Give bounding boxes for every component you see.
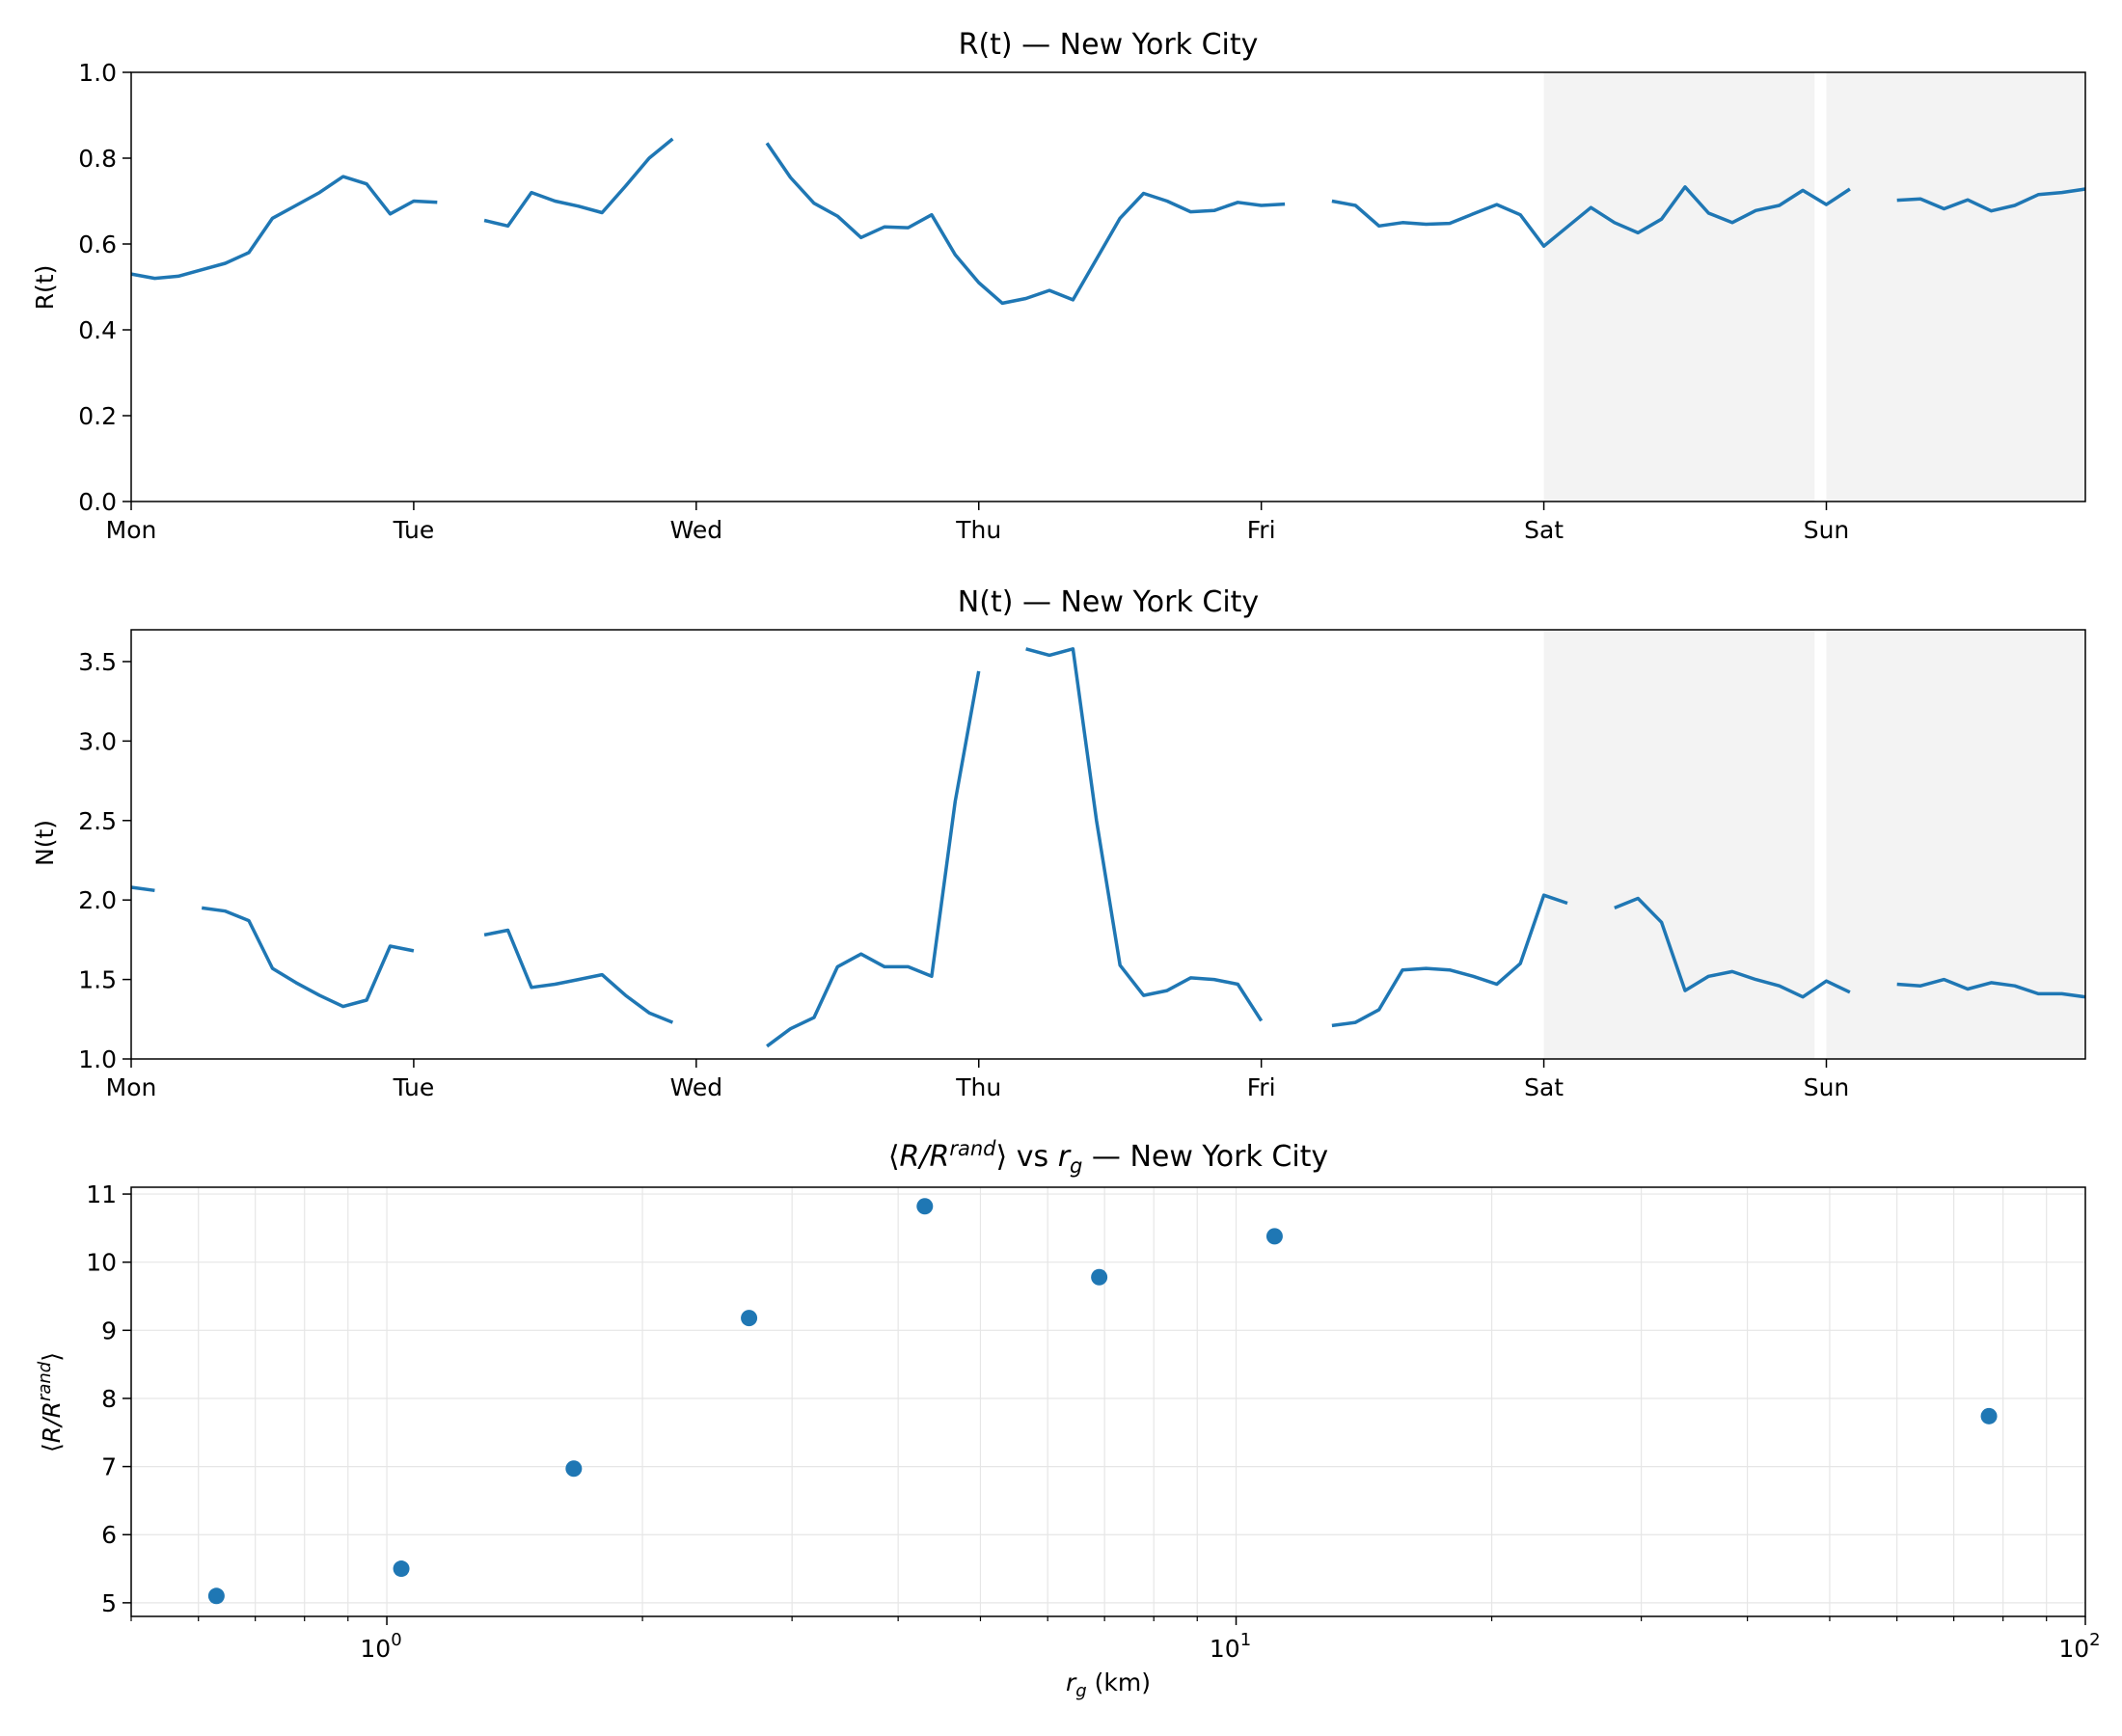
ratio-vs-rg-y-label: ⟨R/Rrand⟩: [35, 1352, 66, 1452]
r-of-t-axes-frame: [130, 71, 2086, 502]
n-of-t-series-line: [483, 928, 674, 1024]
r-of-t-y-tick-label: 0.0: [78, 488, 117, 516]
r-of-t-x-tick-label: Mon: [106, 516, 157, 544]
n-of-t-series-line: [201, 906, 415, 1009]
n-of-t-panel: N(t) — New York City N(t) 1.0 1.5 2.0 2.5 3.…: [31, 585, 2086, 1101]
r-of-t-panel: R(t) — New York City R(t) 0.0 0.2 0.4 0.6 0.…: [31, 28, 2086, 544]
n-of-t-series-line: [1614, 896, 1851, 999]
n-of-t-title: N(t) — New York City: [958, 585, 1259, 619]
ratio-vs-rg-point: [1980, 1407, 1998, 1424]
n-of-t-x-tick-label: Fri: [1247, 1073, 1276, 1101]
ratio-vs-rg-x-tick-label: 100: [360, 1630, 401, 1663]
r-of-t-weekend-shade: [1543, 72, 1815, 502]
ratio-vs-rg-y-tick-label: 11: [86, 1180, 117, 1208]
r-of-t-y-tick-label: 0.6: [78, 231, 117, 258]
n-of-t-weekend-shade: [1826, 630, 2085, 1059]
ratio-vs-rg-x-tick-label: 102: [2058, 1630, 2100, 1663]
ratio-vs-rg-x-tick-label: 101: [1210, 1630, 1251, 1663]
n-of-t-x-tick-label: Mon: [106, 1073, 157, 1101]
ratio-vs-rg-point: [393, 1560, 410, 1578]
n-of-t-series-line: [1025, 647, 1264, 1022]
r-of-t-y-label: R(t): [31, 265, 59, 311]
ratio-vs-rg-point: [1091, 1268, 1108, 1286]
ratio-vs-rg-title: ⟨R/Rrand⟩ vs rg — New York City: [888, 1137, 1328, 1178]
n-of-t-series-line: [1331, 893, 1568, 1028]
r-of-t-x-tick-label: Wed: [670, 516, 723, 544]
r-of-t-weekend-shade: [1826, 72, 2085, 502]
n-of-t-series-line: [130, 885, 155, 893]
n-of-t-weekend-shade: [1543, 630, 1815, 1059]
n-of-t-x-tick-label: Tue: [393, 1073, 435, 1101]
n-of-t-x-tick-label: Thu: [955, 1073, 1001, 1101]
ratio-vs-rg-point: [565, 1460, 583, 1478]
r-of-t-y-tick-label: 0.2: [78, 402, 117, 430]
r-of-t-x-tick-label: Thu: [955, 516, 1001, 544]
r-of-t-x-tick-label: Sun: [1804, 516, 1850, 544]
n-of-t-y-tick-label: 3.5: [78, 648, 117, 676]
n-of-t-axes-frame: [130, 629, 2086, 1060]
r-of-t-y-tick-label: 1.0: [78, 59, 117, 87]
n-of-t-x-tick-label: Sat: [1524, 1073, 1564, 1101]
n-of-t-y-tick-label: 3.0: [78, 727, 117, 755]
ratio-vs-rg-y-tick-label: 5: [101, 1589, 117, 1617]
r-of-t-y-tick-label: 0.8: [78, 145, 117, 173]
r-of-t-x-tick-label: Sat: [1524, 516, 1564, 544]
ratio-vs-rg-point: [207, 1587, 225, 1605]
ratio-vs-rg-y-tick-label: 6: [101, 1521, 117, 1549]
ratio-vs-rg-y-tick-label: 7: [101, 1453, 117, 1481]
n-of-t-y-label: N(t): [31, 820, 59, 866]
ratio-vs-rg-point: [1265, 1228, 1283, 1245]
n-of-t-x-tick-label: Wed: [670, 1073, 723, 1101]
r-of-t-x-tick-label: Fri: [1247, 516, 1276, 544]
n-of-t-y-tick-label: 2.0: [78, 886, 117, 914]
r-of-t-series-line: [130, 175, 438, 281]
n-of-t-series-line: [1896, 977, 2086, 999]
n-of-t-y-tick-label: 1.5: [78, 966, 117, 994]
ratio-vs-rg-point: [741, 1310, 758, 1327]
ratio-vs-rg-y-tick-label: 10: [86, 1249, 117, 1277]
ratio-vs-rg-y-tick-label: 9: [101, 1316, 117, 1344]
r-of-t-x-tick-label: Tue: [393, 516, 435, 544]
r-of-t-title: R(t) — New York City: [959, 28, 1259, 62]
r-of-t-series-line: [765, 142, 1286, 306]
r-of-t-series-line: [483, 137, 674, 229]
ratio-vs-rg-point: [916, 1198, 934, 1215]
ratio-vs-rg-x-label: rg (km): [1066, 1668, 1151, 1701]
n-of-t-y-tick-label: 2.5: [78, 807, 117, 835]
r-of-t-series-line: [1331, 185, 1851, 248]
n-of-t-series-line: [766, 670, 981, 1048]
ratio-vs-rg-axes-frame: [130, 1186, 2086, 1617]
r-of-t-y-tick-label: 0.4: [78, 316, 117, 344]
r-of-t-series-line: [1896, 187, 2086, 213]
n-of-t-y-tick-label: 1.0: [78, 1045, 117, 1073]
ratio-vs-rg-y-tick-label: 8: [101, 1385, 117, 1413]
ratio-vs-rg-panel: ⟨R/Rrand⟩ vs rg — New York City ⟨R/Rrand…: [35, 1137, 2101, 1701]
n-of-t-x-tick-label: Sun: [1804, 1073, 1850, 1101]
